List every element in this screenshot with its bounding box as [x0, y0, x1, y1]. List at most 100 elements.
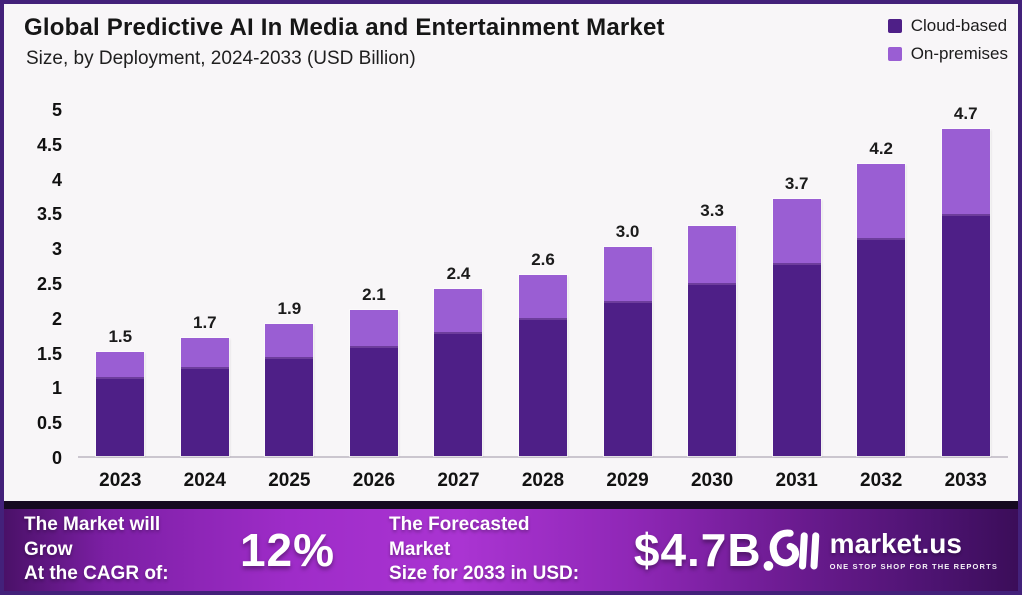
segment-cloud-based: [96, 379, 145, 456]
x-axis-label: 2023: [99, 470, 142, 491]
stacked-bar: [519, 275, 567, 456]
y-tick-label: 1: [51, 378, 62, 399]
stacked-bar: [434, 288, 483, 456]
y-tick-label: 1.5: [36, 343, 62, 364]
bar-group-2025: 1.9 2025: [247, 110, 332, 490]
bar-total-label: 1.7: [193, 312, 217, 332]
forecast-label-line2: Size for 2033 in USD:: [389, 563, 580, 585]
stacked-bar: [857, 163, 906, 456]
bar-group-2032: 4.2 2032: [839, 110, 924, 490]
segment-cloud-based: [180, 369, 229, 456]
segment-on-premises: [857, 163, 906, 241]
bar-group-2033: 4.7 2033: [923, 105, 1008, 490]
segment-cloud-based: [434, 334, 483, 456]
legend-item-on-premises: On-premises: [887, 44, 1008, 64]
x-axis-label: 2031: [775, 470, 818, 491]
stacked-bar: [603, 247, 652, 456]
footer-top-strip: [4, 501, 1018, 509]
bar-total-label: 4.7: [953, 103, 978, 123]
bar-total-label: 3.3: [700, 201, 724, 221]
cagr-label: The Market will Grow At the CAGR of:: [24, 513, 214, 587]
x-axis-label: 2029: [606, 470, 649, 491]
footer-banner: The Market will Grow At the CAGR of: 12%…: [4, 501, 1018, 591]
forecast-value: $4.7B: [633, 524, 762, 576]
segment-on-premises: [519, 275, 567, 321]
forecast-label-line1: The Forecasted Market: [389, 513, 530, 560]
x-axis-label: 2025: [268, 470, 311, 491]
x-axis-label: 2032: [860, 470, 903, 491]
bar-group-2028: 2.6 2028: [501, 110, 586, 490]
x-axis-label: 2027: [437, 470, 480, 491]
bar-total-label: 1.9: [277, 298, 302, 318]
y-tick-label: 2: [51, 308, 62, 329]
x-axis-label: 2024: [183, 470, 226, 491]
y-tick-label: 5: [51, 100, 62, 120]
bar-total-label: 3.7: [784, 173, 809, 193]
cagr-label-line2: At the CAGR of:: [24, 563, 169, 585]
legend-swatch-cloud-based-icon: [887, 19, 902, 33]
segment-cloud-based: [688, 285, 737, 456]
market-us-logo-icon: [763, 529, 819, 571]
stacked-bar: [96, 351, 145, 456]
bar-total-label: 1.5: [108, 326, 133, 346]
stacked-bar: [349, 309, 398, 456]
stacked-bar: [772, 198, 821, 456]
legend-item-cloud-based: Cloud-based: [887, 16, 1008, 36]
legend-label-on-premises: On-premises: [910, 44, 1008, 63]
segment-cloud-based: [603, 302, 652, 456]
y-tick-label: 0: [51, 448, 62, 468]
brand-logo: market.us ONE STOP SHOP FOR THE REPORTS: [762, 527, 998, 573]
stacked-bar: [688, 226, 737, 456]
y-tick-label: 4.5: [36, 134, 62, 155]
segment-on-premises: [96, 351, 145, 380]
x-axis-label: 2028: [521, 470, 565, 491]
x-axis-label: 2030: [690, 470, 734, 491]
y-tick-label: 2.5: [36, 274, 62, 294]
brand-name: market.us: [829, 527, 962, 559]
segment-cloud-based: [519, 320, 567, 456]
segment-cloud-based: [265, 358, 314, 456]
stacked-bar: [265, 323, 314, 456]
bar-total-label: 2.4: [446, 263, 471, 283]
bar-total-label: 3.0: [615, 222, 640, 242]
brand-text: market.us ONE STOP SHOP FOR THE REPORTS: [829, 527, 998, 571]
y-tick-label: 3.5: [36, 204, 62, 225]
cagr-label-line1: The Market will Grow: [24, 513, 161, 560]
x-axis-label: 2033: [944, 470, 987, 491]
bar-group-2023: 1.5 2023: [78, 110, 163, 490]
stacked-bar: [941, 128, 990, 456]
bar-group-2030: 3.3 2030: [670, 110, 755, 490]
bar-total-label: 2.1: [362, 284, 386, 304]
page-subtitle: Size, by Deployment, 2024-2033 (USD Bill…: [26, 48, 416, 69]
bar-total-label: 2.6: [531, 250, 555, 270]
segment-cloud-based: [349, 348, 398, 456]
footer-main: The Market will Grow At the CAGR of: 12%…: [4, 509, 1018, 591]
segment-on-premises: [265, 323, 314, 359]
bar-total-label: 4.2: [869, 138, 894, 158]
bar-group-2026: 2.1 2026: [332, 110, 417, 490]
cagr-value: 12%: [239, 524, 336, 576]
segment-on-premises: [180, 337, 229, 369]
segment-on-premises: [434, 288, 483, 335]
legend-swatch-on-premises-icon: [887, 47, 902, 61]
segment-on-premises: [349, 309, 398, 349]
brand-tagline: ONE STOP SHOP FOR THE REPORTS: [829, 561, 998, 571]
x-axis-label: 2026: [352, 470, 396, 491]
bar-group-2027: 2.4 2027: [416, 110, 501, 490]
segment-on-premises: [688, 226, 737, 286]
legend: Cloud-based On-premises: [887, 16, 1008, 64]
y-tick-label: 4: [51, 169, 62, 190]
segment-on-premises: [772, 198, 821, 265]
y-axis: 0 0.5 1 1.5 2 2.5 3 3.5 4 4.5 5: [4, 101, 62, 467]
segment-on-premises: [603, 247, 652, 303]
forecast-label: The Forecasted Market Size for 2033 in U…: [389, 513, 596, 587]
plot-area: 1.5 2023 1.7 2024 1.9 2025 2.1 2026 2.4 2027 2.6 20…: [78, 105, 1008, 490]
bar-group-2029: 3.0 2029: [585, 110, 670, 490]
bar-group-2031: 3.7 2031: [754, 110, 839, 490]
page-title: Global Predictive AI In Media and Entert…: [24, 14, 665, 41]
segment-cloud-based: [941, 215, 990, 456]
segment-on-premises: [941, 128, 990, 216]
stacked-bar: [180, 337, 229, 456]
segment-cloud-based: [772, 264, 821, 456]
